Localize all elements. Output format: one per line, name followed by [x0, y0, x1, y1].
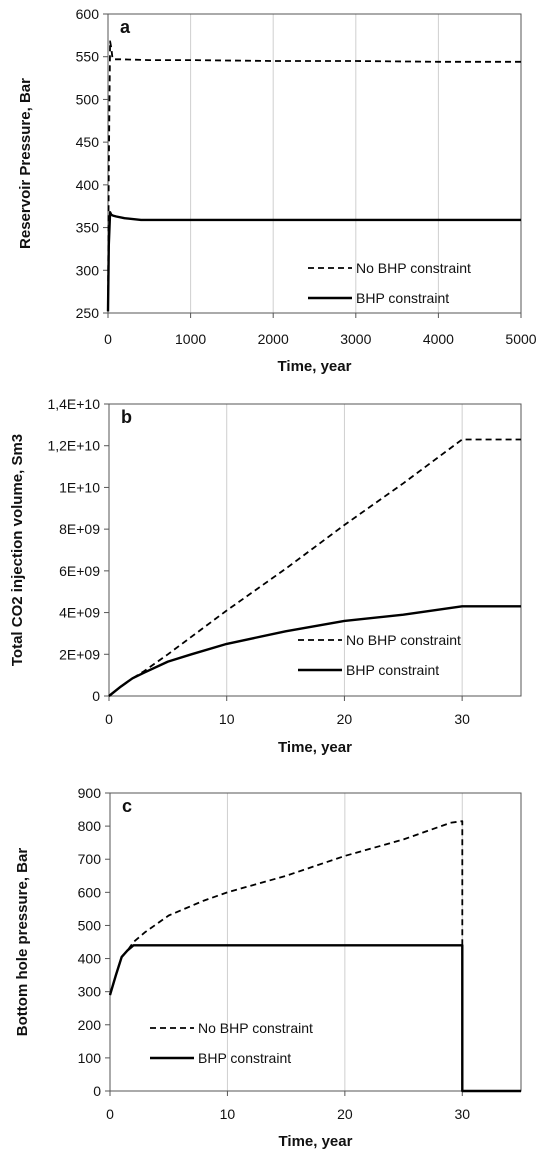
y-tick-label: 450	[76, 134, 100, 150]
y-tick-label: 600	[76, 6, 100, 22]
y-tick-label: 550	[76, 49, 100, 65]
chart-b: 0 2E+09 4E+09 6E+09 8E+09 1E+10 1,2E+10 1,4E+10…	[9, 396, 522, 756]
panel-label: a	[120, 17, 131, 37]
x-tick-label: 0	[106, 1106, 114, 1122]
chart-c: 0 100 200 300 400 500 600 700 800 900 0 10 20 30 Time,…	[14, 785, 522, 1150]
y-tick-label: 6E+09	[59, 563, 100, 579]
legend-label: BHP constraint	[356, 290, 449, 306]
x-tick-label: 4000	[423, 331, 454, 347]
series-line-no-bhp-constraint	[108, 438, 521, 697]
y-tick-label: 1,2E+10	[47, 438, 100, 454]
legend-label: No BHP constraint	[346, 632, 461, 648]
series-line-bhp-constraint	[108, 944, 521, 1093]
panel-label: b	[121, 407, 132, 427]
chart-panel-b: 0 2E+09 4E+09 6E+09 8E+09 1E+10 1,2E+10 1,4E+10…	[0, 390, 546, 768]
y-axis-label: Bottom hole pressure, Bar	[14, 848, 31, 1037]
chart-a: 250 300 350 400 450 500 550 600 0 1000 2000 3000 400…	[17, 6, 537, 375]
series-line-no-bhp-constraint	[107, 40, 521, 312]
y-tick-label: 300	[76, 262, 100, 278]
y-tick-label: 4E+09	[59, 605, 100, 621]
y-tick-label: 700	[78, 851, 102, 867]
plot-frame	[109, 792, 522, 1092]
y-tick-label: 400	[76, 177, 100, 193]
y-tick-label: 200	[78, 1017, 102, 1033]
y-tick-label: 100	[78, 1050, 102, 1066]
x-tick-label: 30	[454, 1106, 470, 1122]
series-line-no-bhp-constraint	[109, 820, 521, 1092]
x-tick-label: 10	[219, 711, 235, 727]
y-tick-label: 1,4E+10	[47, 396, 100, 412]
series-line-bhp-constraint	[108, 605, 521, 697]
legend-label: BHP constraint	[198, 1050, 291, 1066]
y-tick-label: 300	[78, 984, 102, 1000]
legend-label: BHP constraint	[346, 662, 439, 678]
y-tick-label: 400	[78, 951, 102, 967]
x-tick-label: 10	[220, 1106, 236, 1122]
y-tick-label: 900	[78, 785, 102, 801]
chart-panel-a: 250 300 350 400 450 500 550 600 0 1000 2000 3000 400…	[0, 0, 546, 385]
x-axis-label: Time, year	[278, 739, 352, 756]
y-tick-label: 2E+09	[59, 646, 100, 662]
x-tick-label: 0	[104, 331, 112, 347]
plot-frame	[107, 13, 522, 314]
x-tick-label: 0	[105, 711, 113, 727]
chart-panel-c: 0 100 200 300 400 500 600 700 800 900 0 10 20 30 Time,…	[0, 772, 546, 1156]
x-tick-label: 20	[337, 711, 353, 727]
x-axis-label: Time, year	[279, 1133, 353, 1150]
y-axis-label: Reservoir Pressure, Bar	[17, 78, 34, 249]
y-tick-label: 250	[76, 305, 100, 321]
x-tick-label: 5000	[505, 331, 536, 347]
x-axis-label: Time, year	[278, 358, 352, 375]
y-axis-label: Total CO2 injection volume, Sm3	[9, 434, 26, 666]
series-line-bhp-constraint	[106, 210, 521, 312]
y-tick-label: 0	[92, 688, 100, 704]
y-tick-label: 500	[76, 91, 100, 107]
legend-label: No BHP constraint	[198, 1020, 313, 1036]
y-tick-label: 600	[78, 884, 102, 900]
x-tick-label: 30	[454, 711, 470, 727]
x-tick-label: 3000	[340, 331, 371, 347]
panel-label: c	[122, 796, 132, 816]
legend-label: No BHP constraint	[356, 260, 471, 276]
plot-frame	[108, 403, 522, 697]
y-tick-label: 1E+10	[59, 479, 100, 495]
x-tick-label: 2000	[258, 331, 289, 347]
y-tick-label: 0	[93, 1083, 101, 1099]
x-tick-label: 20	[337, 1106, 353, 1122]
y-tick-label: 350	[76, 220, 100, 236]
x-tick-label: 1000	[175, 331, 206, 347]
y-tick-label: 800	[78, 818, 102, 834]
y-tick-label: 500	[78, 917, 102, 933]
y-tick-label: 8E+09	[59, 521, 100, 537]
